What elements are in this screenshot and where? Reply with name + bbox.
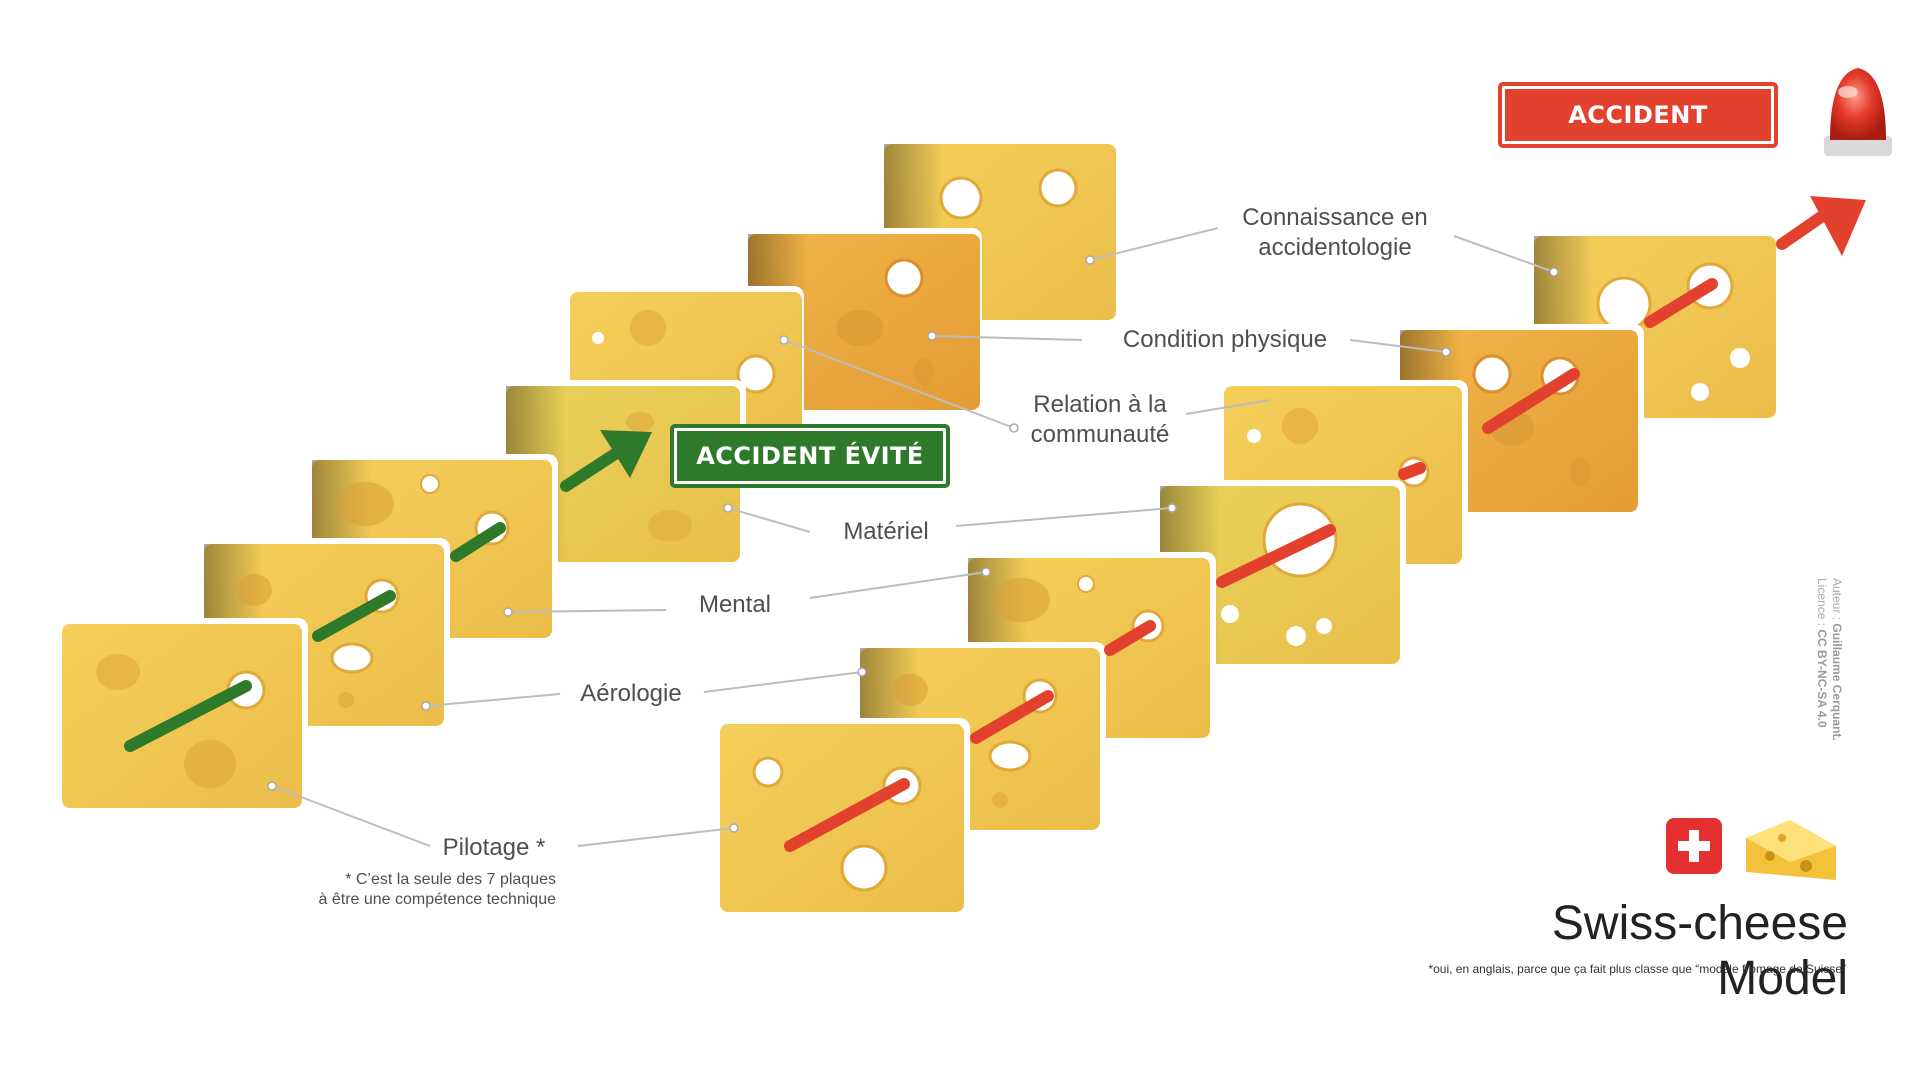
label-condition: Condition physique [1122, 326, 1328, 353]
footnote-line2: à être une compétence technique [318, 891, 557, 908]
cheese-wedge-icon [1746, 820, 1836, 880]
label-relation-line2: communauté [1030, 421, 1170, 448]
label-materiel: Matériel [843, 518, 929, 545]
label-connaissance-line2: accidentologie [1258, 234, 1412, 261]
accident-arrow-head [1810, 196, 1866, 256]
credit-license-prefix: Licence : [1815, 578, 1829, 627]
label-mental: Mental [698, 591, 772, 618]
leader-dots [267, 255, 1559, 833]
label-relation-line1: Relation à la [1033, 391, 1167, 418]
label-aerologie: Aérologie [580, 680, 682, 707]
label-connaissance-line1: Connaissance en [1242, 204, 1428, 231]
swiss-flag-icon [1666, 818, 1722, 874]
rotating-siren-icon [1824, 68, 1892, 156]
accident-sign: ACCIDENT [1498, 82, 1778, 148]
credit: Auteur : Guillaume Cerquant. Licence : C… [1815, 578, 1844, 778]
footnote: * C’est la seule des 7 plaques à être un… [250, 870, 557, 910]
credit-author-prefix: Auteur : [1830, 578, 1844, 621]
safe-arrow-head [600, 430, 652, 478]
label-pilotage: Pilotage * [442, 834, 546, 861]
label-relation: Relation à la communauté [1010, 390, 1190, 450]
left-stack [56, 138, 1118, 814]
leader-lines [271, 227, 1555, 847]
diagram-subtitle: *oui, en anglais, parce que ça fait plus… [1428, 962, 1846, 976]
accident-trajectory [784, 196, 1866, 852]
credit-author: Guillaume Cerquant. [1830, 623, 1844, 741]
label-connaissance: Connaissance en accidentologie [1224, 203, 1446, 263]
diagram-title: Swiss-cheese Model [1551, 897, 1848, 1005]
right-stack [714, 196, 1866, 918]
safe-trajectory [124, 430, 652, 752]
accident-avoided-sign: ACCIDENT ÉVITÉ [670, 424, 950, 488]
credit-license: CC BY-NC-SA 4.0 [1815, 629, 1829, 728]
footnote-line1: * C’est la seule des 7 plaques [345, 871, 556, 888]
